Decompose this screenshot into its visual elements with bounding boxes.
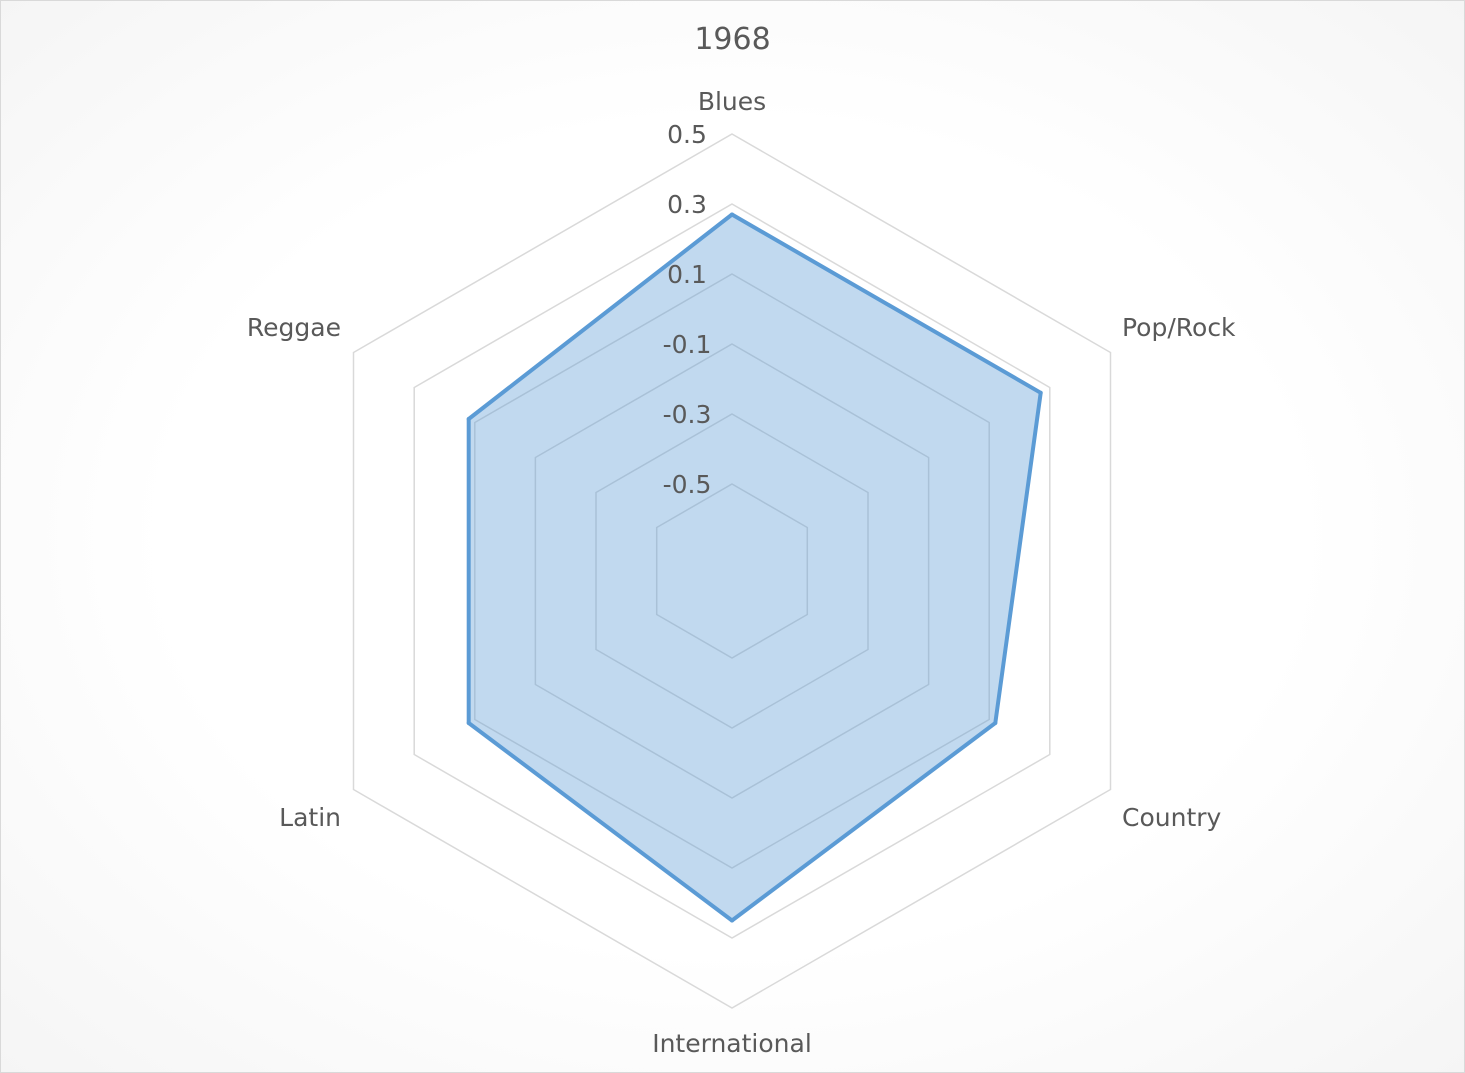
tick-label: 0.5: [667, 120, 707, 149]
tick-label: 0.3: [667, 190, 707, 219]
data-point-country: [993, 721, 998, 725]
grid-layer: [352, 133, 1112, 1009]
chart-title: 1968: [694, 22, 771, 57]
grid-ring-4: [595, 413, 869, 729]
axis-label-reggae: Reggae: [247, 313, 341, 342]
axis-label-blues: Blues: [698, 87, 766, 116]
tick-label: -0.3: [663, 400, 712, 429]
tick-label: 0.1: [667, 260, 707, 289]
data-point-international: [730, 918, 734, 923]
axis-label-pop-rock: Pop/Rock: [1122, 313, 1236, 342]
axis-labels: Blues Pop/Rock Country International Latin Re…: [247, 87, 1236, 1058]
data-point-pop-rock: [1038, 390, 1043, 395]
grid-ring-2: [474, 273, 990, 869]
series-area-0: [466, 212, 1043, 923]
data-point-latin: [466, 721, 471, 725]
grid-ring-5: [655, 483, 809, 659]
axis-label-latin: Latin: [279, 803, 341, 832]
grid-ring-1: [413, 203, 1051, 939]
axis-label-international: International: [652, 1029, 812, 1058]
data-point-reggae: [466, 417, 471, 421]
data-point-blues: [730, 212, 734, 217]
tick-labels: 0.5 0.3 0.1 -0.1 -0.3 -0.5: [663, 120, 712, 499]
axis-label-country: Country: [1122, 803, 1222, 832]
tick-label: -0.1: [663, 330, 712, 359]
grid-ring-3: [534, 343, 930, 799]
grid-ring-0: [352, 133, 1112, 1009]
series-layer: [466, 212, 1043, 923]
tick-label: -0.5: [663, 470, 712, 499]
